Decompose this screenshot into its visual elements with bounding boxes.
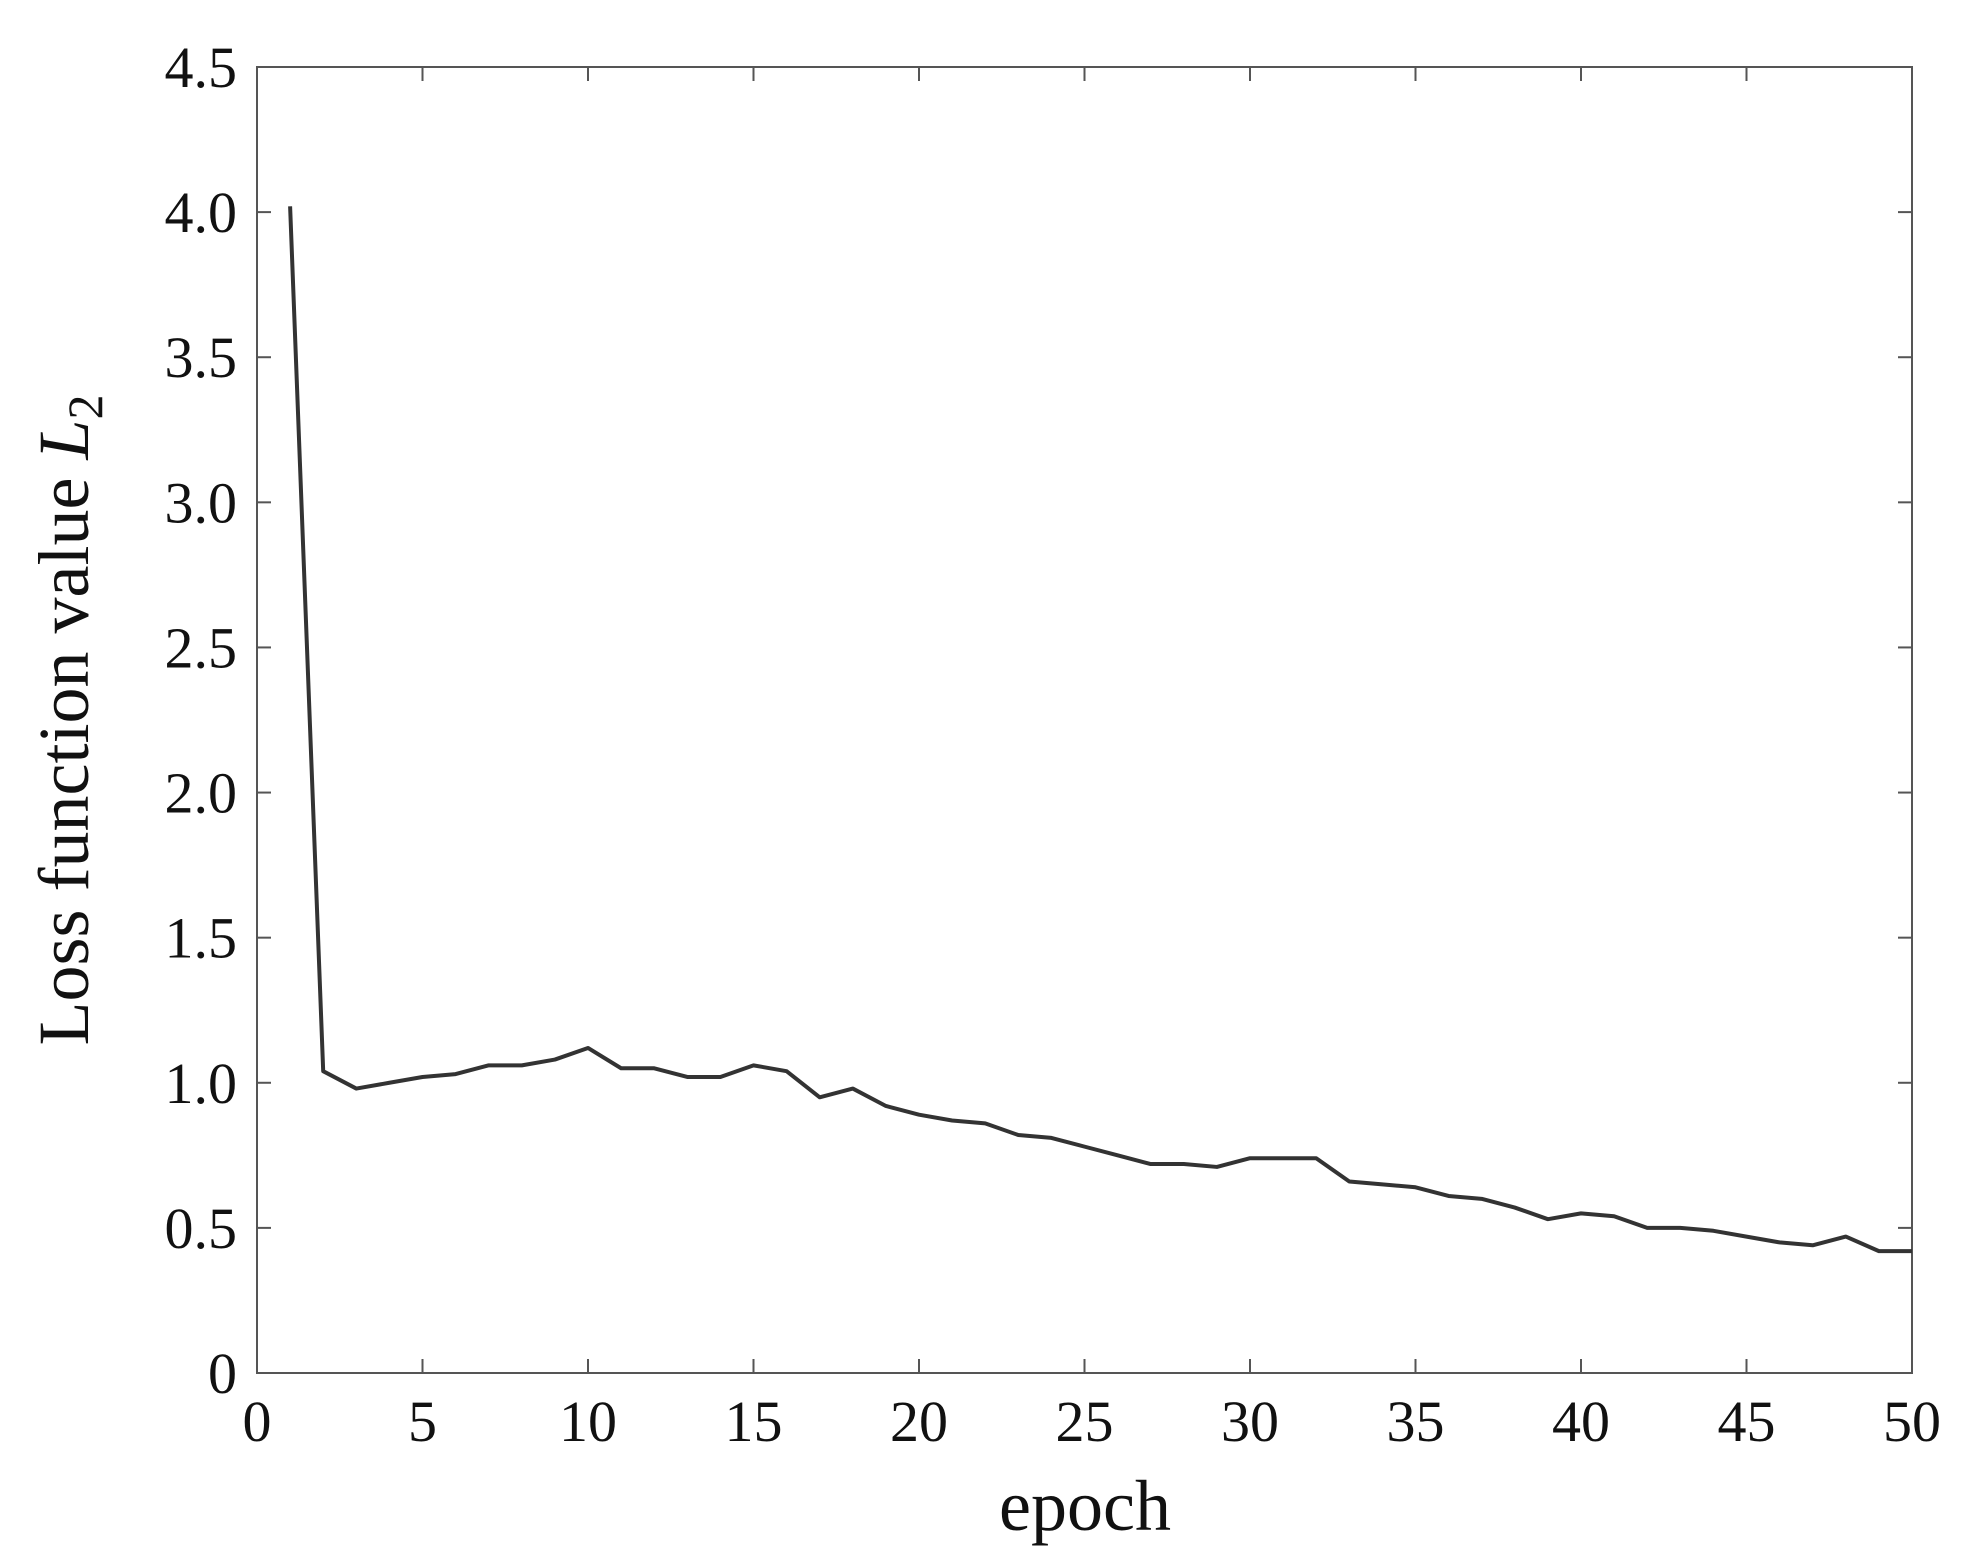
y-tick-label: 4.0 (165, 180, 238, 245)
y-tick-label: 3.0 (165, 470, 238, 535)
x-tick-label: 10 (559, 1389, 617, 1454)
x-tick-label: 45 (1718, 1389, 1776, 1454)
y-tick-label: 1.5 (165, 906, 238, 971)
x-tick-label: 20 (890, 1389, 948, 1454)
y-tick-label: 0.5 (165, 1196, 238, 1261)
y-tick-label: 2.0 (165, 761, 238, 826)
y-axis-label-text: Loss function value (24, 478, 104, 1046)
y-tick-label: 2.5 (165, 615, 238, 680)
x-axis-label: epoch (999, 1466, 1171, 1546)
y-axis-label-var: L (24, 420, 104, 461)
x-tick-label: 50 (1883, 1389, 1941, 1454)
y-tick-label: 0 (208, 1341, 237, 1406)
x-tick-label: 0 (243, 1389, 272, 1454)
x-tick-label: 35 (1387, 1389, 1445, 1454)
y-tick-label: 3.5 (165, 325, 238, 390)
y-axis-label: Loss function value L2 (24, 395, 113, 1046)
plot-frame (256, 66, 1913, 1374)
y-tick-label: 4.5 (165, 35, 238, 100)
y-axis-label-sub: 2 (57, 395, 113, 420)
x-tick-label: 15 (725, 1389, 783, 1454)
x-tick-label: 30 (1221, 1389, 1279, 1454)
x-tick-label: 25 (1056, 1389, 1114, 1454)
x-tick-label: 5 (408, 1389, 437, 1454)
x-tick-label: 40 (1552, 1389, 1610, 1454)
line-series (288, 206, 1912, 1254)
y-tick-label: 1.0 (165, 1051, 238, 1116)
